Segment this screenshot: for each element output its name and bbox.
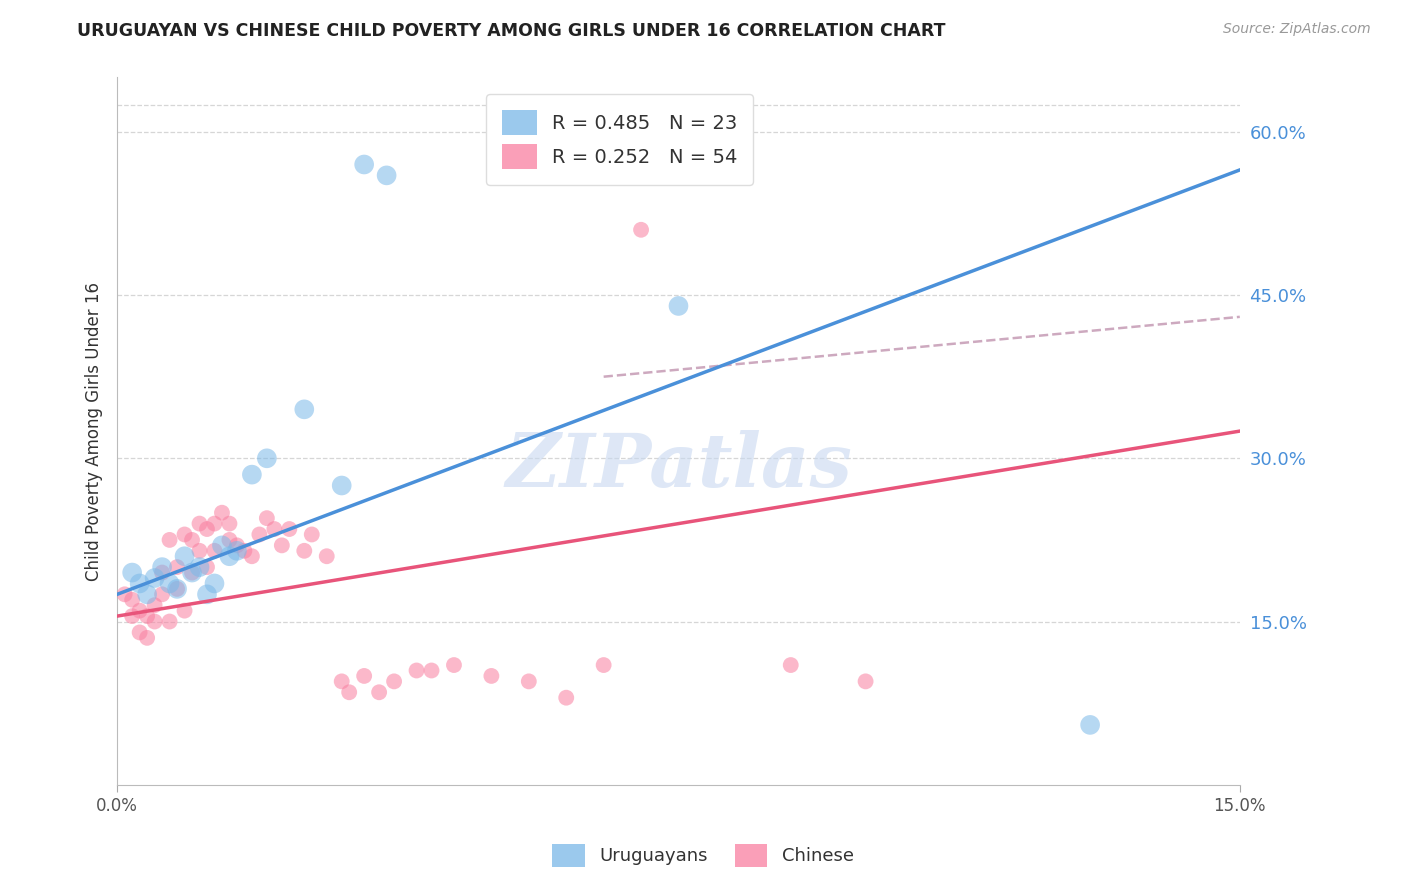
Point bbox=[121, 566, 143, 580]
Point bbox=[218, 549, 240, 564]
Point bbox=[181, 566, 204, 580]
Point bbox=[301, 527, 323, 541]
Point bbox=[204, 576, 226, 591]
Point bbox=[218, 533, 240, 547]
Point bbox=[353, 157, 375, 171]
Point bbox=[330, 674, 353, 689]
Point bbox=[150, 587, 173, 601]
Point bbox=[375, 169, 398, 183]
Text: URUGUAYAN VS CHINESE CHILD POVERTY AMONG GIRLS UNDER 16 CORRELATION CHART: URUGUAYAN VS CHINESE CHILD POVERTY AMONG… bbox=[77, 22, 946, 40]
Point bbox=[211, 538, 233, 552]
Point bbox=[247, 527, 270, 541]
Point bbox=[173, 527, 195, 541]
Point bbox=[121, 592, 143, 607]
Text: ZIPatlas: ZIPatlas bbox=[505, 430, 852, 503]
Point bbox=[204, 516, 226, 531]
Legend: Uruguayans, Chinese: Uruguayans, Chinese bbox=[546, 837, 860, 874]
Point bbox=[136, 587, 159, 601]
Point bbox=[166, 582, 188, 596]
Point bbox=[195, 587, 218, 601]
Point bbox=[128, 604, 150, 618]
Point bbox=[517, 674, 540, 689]
Point bbox=[128, 625, 150, 640]
Point bbox=[256, 451, 278, 466]
Point bbox=[150, 566, 173, 580]
Point bbox=[292, 543, 315, 558]
Legend: R = 0.485   N = 23, R = 0.252   N = 54: R = 0.485 N = 23, R = 0.252 N = 54 bbox=[486, 95, 754, 185]
Point bbox=[204, 543, 226, 558]
Point bbox=[173, 549, 195, 564]
Point bbox=[166, 560, 188, 574]
Y-axis label: Child Poverty Among Girls Under 16: Child Poverty Among Girls Under 16 bbox=[86, 282, 103, 581]
Point bbox=[278, 522, 301, 536]
Point bbox=[143, 571, 166, 585]
Text: Source: ZipAtlas.com: Source: ZipAtlas.com bbox=[1223, 22, 1371, 37]
Point bbox=[159, 615, 181, 629]
Point bbox=[188, 516, 211, 531]
Point bbox=[315, 549, 337, 564]
Point bbox=[211, 506, 233, 520]
Point bbox=[233, 543, 256, 558]
Point bbox=[779, 658, 801, 673]
Point bbox=[128, 576, 150, 591]
Point bbox=[143, 615, 166, 629]
Point bbox=[181, 533, 204, 547]
Point bbox=[188, 543, 211, 558]
Point bbox=[263, 522, 285, 536]
Point bbox=[195, 522, 218, 536]
Point bbox=[240, 549, 263, 564]
Point bbox=[353, 669, 375, 683]
Point bbox=[226, 538, 249, 552]
Point bbox=[555, 690, 578, 705]
Point bbox=[218, 516, 240, 531]
Point bbox=[256, 511, 278, 525]
Point bbox=[330, 478, 353, 492]
Point bbox=[292, 402, 315, 417]
Point bbox=[855, 674, 877, 689]
Point bbox=[114, 587, 136, 601]
Point bbox=[1078, 718, 1101, 732]
Point bbox=[195, 560, 218, 574]
Point bbox=[382, 674, 405, 689]
Point bbox=[240, 467, 263, 482]
Point bbox=[270, 538, 292, 552]
Point bbox=[136, 631, 159, 645]
Point bbox=[173, 604, 195, 618]
Point bbox=[479, 669, 502, 683]
Point bbox=[668, 299, 690, 313]
Point bbox=[405, 664, 427, 678]
Point bbox=[136, 609, 159, 624]
Point bbox=[159, 533, 181, 547]
Point bbox=[368, 685, 391, 699]
Point bbox=[188, 560, 211, 574]
Point bbox=[181, 566, 204, 580]
Point bbox=[159, 576, 181, 591]
Point bbox=[337, 685, 360, 699]
Point bbox=[166, 582, 188, 596]
Point bbox=[443, 658, 465, 673]
Point bbox=[592, 658, 614, 673]
Point bbox=[420, 664, 443, 678]
Point bbox=[226, 543, 249, 558]
Point bbox=[150, 560, 173, 574]
Point bbox=[630, 223, 652, 237]
Point bbox=[121, 609, 143, 624]
Point bbox=[143, 598, 166, 612]
